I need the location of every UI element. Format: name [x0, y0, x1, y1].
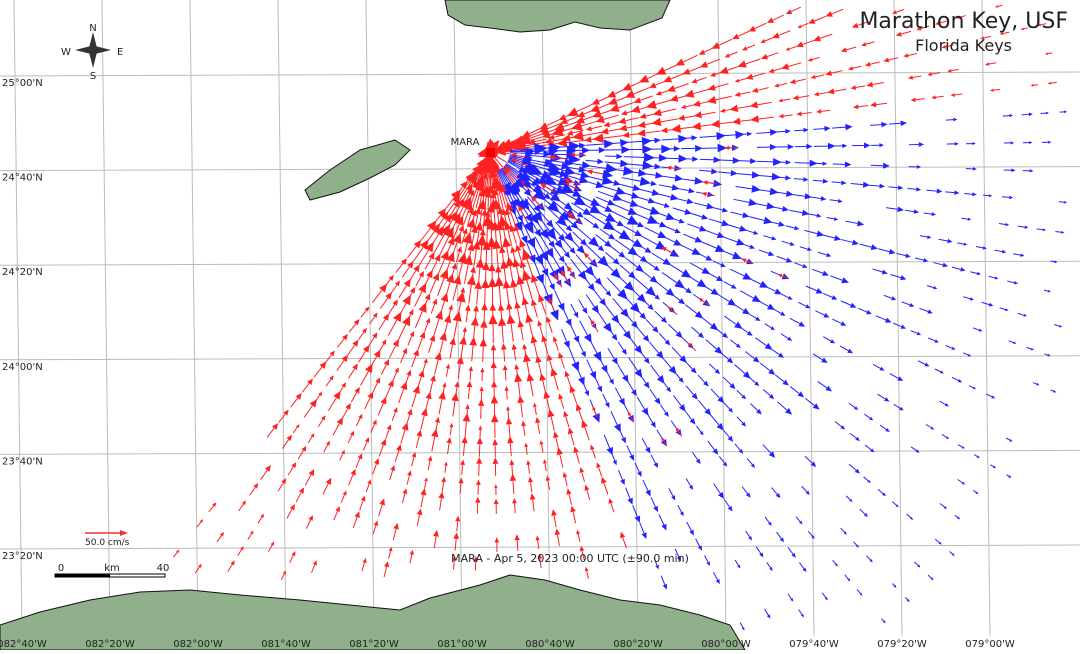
longitude-label: 080°20'W — [613, 639, 663, 650]
latitude-label: 24°20'N — [2, 267, 43, 278]
distance-scale-bar-fill — [55, 574, 110, 577]
compass-south: S — [90, 71, 96, 82]
current-vector — [624, 157, 644, 158]
distance-start: 0 — [58, 563, 64, 574]
current-vector — [757, 161, 773, 162]
current-vector — [508, 410, 509, 418]
current-vector — [737, 134, 747, 135]
current-vector — [1022, 114, 1029, 115]
current-vector — [1002, 197, 1009, 198]
longitude-label: 082°00'W — [173, 639, 223, 650]
latitude-label: 24°00'N — [2, 362, 43, 373]
scale-vector-label: 50.0 cm/s — [85, 538, 130, 548]
latitude-label: 23°40'N — [2, 456, 43, 467]
longitude-label: 079°20'W — [877, 639, 927, 650]
current-vector — [485, 288, 486, 305]
station-marker — [486, 148, 495, 157]
current-vector — [510, 153, 525, 154]
latitude-label: 25°00'N — [2, 78, 43, 89]
longitude-label: 082°40'W — [0, 639, 47, 650]
current-vector — [795, 163, 810, 164]
current-vector — [1034, 85, 1038, 86]
current-vector — [507, 391, 508, 400]
title: Marathon Key, USF — [859, 9, 1068, 34]
latitude-label: 23°20'N — [2, 551, 43, 562]
current-vector — [483, 346, 484, 362]
compass-west: W — [61, 47, 71, 58]
timestamp: MARA - Apr 5, 2023 00:00 UTC (±90.0 min) — [451, 552, 689, 565]
current-vector — [964, 193, 972, 194]
current-vector — [489, 173, 490, 191]
current-vector — [548, 154, 567, 155]
current-vector — [515, 503, 516, 513]
current-vector — [794, 130, 803, 131]
subtitle: Florida Keys — [915, 36, 1012, 55]
longitude-label: 080°40'W — [525, 639, 575, 650]
compass-east: E — [117, 47, 123, 58]
current-vector — [529, 153, 543, 154]
station-label: MARA — [451, 137, 480, 148]
current-vector — [775, 131, 785, 132]
longitude-label: 082°20'W — [85, 639, 135, 650]
latitude-label: 24°40'N — [2, 173, 43, 184]
current-vector — [946, 120, 953, 121]
current-vector — [505, 370, 506, 380]
distance-end: 40 — [157, 563, 170, 574]
longitude-label: 081°00'W — [437, 639, 487, 650]
distance-unit: km — [104, 563, 120, 574]
longitude-label: 079°40'W — [789, 639, 839, 650]
current-vector — [643, 157, 659, 158]
longitude-label: 081°40'W — [261, 639, 311, 650]
compass-north: N — [89, 23, 96, 34]
longitude-label: 080°00'W — [701, 639, 751, 650]
current-vector — [983, 195, 989, 196]
longitude-label: 079°00'W — [965, 639, 1015, 650]
longitude-label: 081°20'W — [349, 639, 399, 650]
current-vector — [662, 158, 679, 159]
